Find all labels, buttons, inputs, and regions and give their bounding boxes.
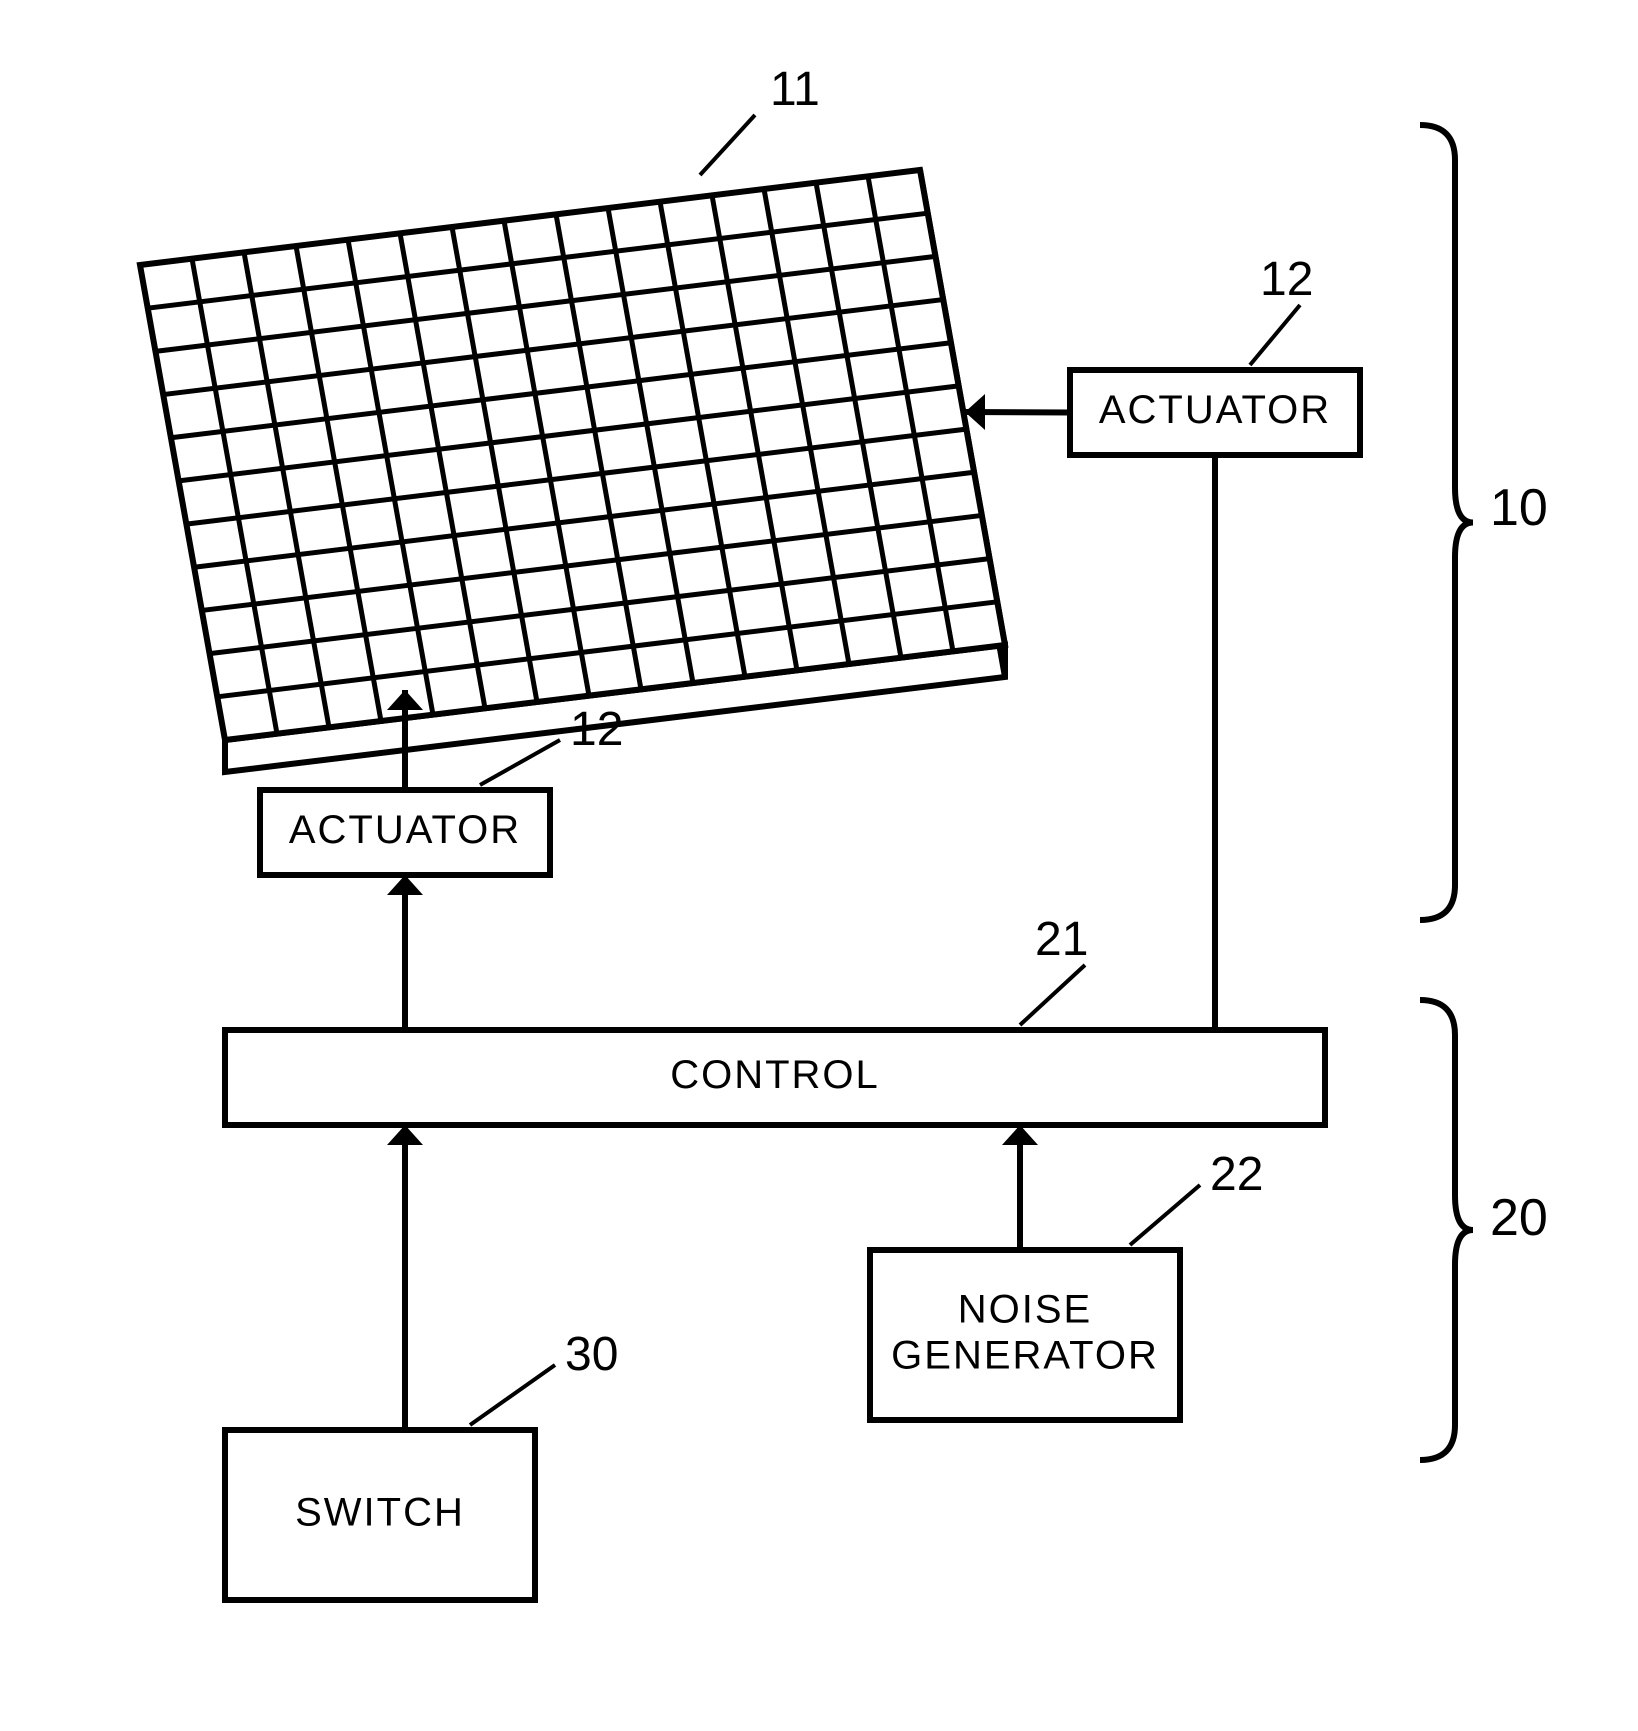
actuator_bottom-label: ACTUATOR	[289, 808, 521, 852]
control-ref: 21	[1035, 913, 1088, 966]
actuator_bottom-ref: 12	[570, 703, 623, 756]
brace-g10	[1420, 125, 1473, 920]
noise-ref: 22	[1210, 1148, 1263, 1201]
brace-g20	[1420, 1000, 1473, 1460]
actuator_right-ref: 12	[1260, 253, 1313, 306]
group-ref-g10: 10	[1490, 479, 1548, 537]
noise-label-line: NOISE	[958, 1288, 1092, 1332]
actuator_right-label: ACTUATOR	[1099, 388, 1331, 432]
noise-label-line: GENERATOR	[891, 1334, 1159, 1378]
group-ref-g20: 20	[1490, 1189, 1548, 1247]
control-label: CONTROL	[670, 1053, 880, 1097]
switch-ref: 30	[565, 1328, 618, 1381]
panel-ref: 11	[770, 63, 820, 116]
switch-label: SWITCH	[295, 1491, 465, 1535]
